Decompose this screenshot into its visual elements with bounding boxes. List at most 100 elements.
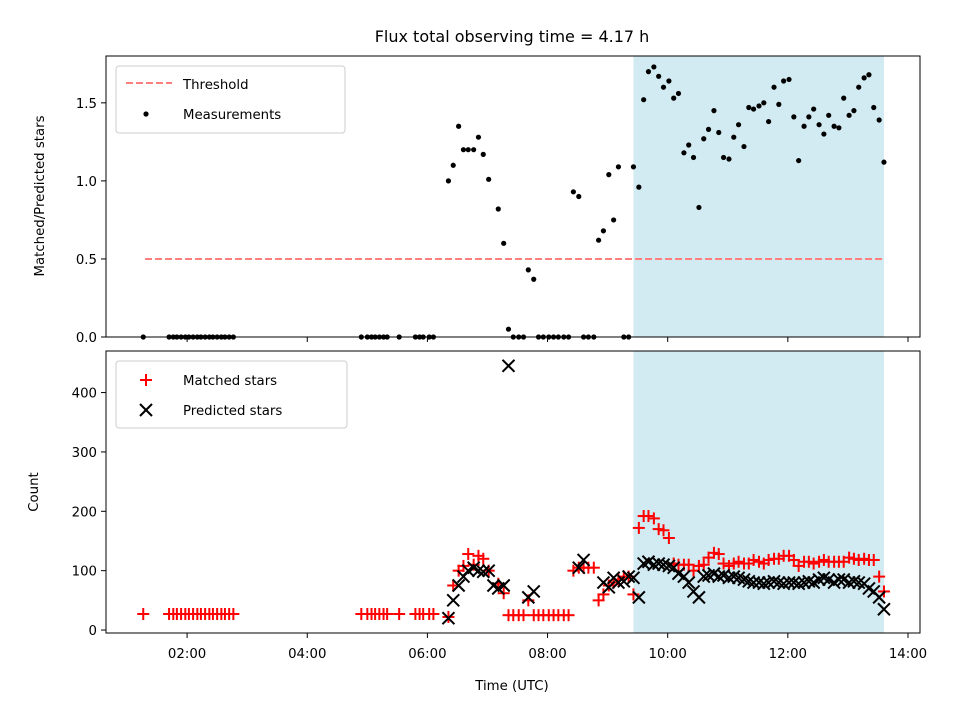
- measurement-point: [776, 101, 782, 107]
- matched-point: [712, 548, 725, 561]
- measurement-point: [756, 103, 762, 109]
- matched-point: [393, 608, 406, 621]
- measurement-point: [716, 129, 722, 136]
- x-axis-label: Time (UTC): [474, 679, 549, 694]
- measurement-point: [651, 64, 657, 70]
- y-tick-label: 0: [89, 624, 97, 639]
- y-tick-label: 0.5: [76, 253, 97, 268]
- predicted-point: [632, 590, 646, 605]
- predicted-point: [572, 560, 586, 575]
- measurement-point: [711, 108, 717, 114]
- predicted-point: [441, 611, 456, 625]
- measurement-point: [475, 134, 482, 140]
- measurement-point: [856, 84, 862, 90]
- y-tick-label: 400: [72, 387, 97, 402]
- predicted-point: [722, 571, 736, 585]
- measurement-point: [876, 117, 882, 123]
- measurement-point: [866, 72, 872, 78]
- measurement-point: [881, 159, 887, 165]
- measurement-point: [611, 217, 617, 223]
- predicted-point: [602, 580, 616, 594]
- matched-point: [597, 588, 610, 601]
- predicted-point: [697, 569, 711, 584]
- predicted-point: [872, 590, 886, 605]
- predicted-point: [527, 584, 541, 599]
- predicted-point: [621, 569, 636, 584]
- measurement-point: [731, 134, 737, 140]
- matched-points: [137, 510, 890, 623]
- measurement-point: [826, 112, 832, 118]
- predicted-point: [877, 602, 891, 616]
- measurement-point: [495, 206, 501, 212]
- top-highlight-span: [633, 56, 884, 337]
- matched-point: [587, 561, 600, 574]
- measurement-point: [781, 78, 787, 84]
- x-tick-label: 02:00: [168, 647, 206, 662]
- predicted-point: [832, 572, 846, 587]
- top-y-ticks: 0.0 0.5 1.0 1.5: [76, 97, 106, 346]
- matched-point: [227, 608, 240, 621]
- measurement-point: [480, 151, 486, 157]
- bottom-legend: Matched stars Predicted stars: [115, 360, 348, 429]
- matched-point: [717, 557, 730, 570]
- predicted-point: [451, 578, 466, 593]
- measurement-point: [801, 123, 807, 129]
- measurement-point: [675, 90, 682, 97]
- matched-point: [627, 588, 640, 601]
- predicted-point: [647, 558, 661, 572]
- predicted-point: [626, 571, 641, 585]
- matched-point: [747, 553, 760, 566]
- matched-point: [642, 510, 655, 523]
- measurement-point: [761, 100, 767, 106]
- measurement-point: [660, 84, 667, 90]
- measurement-point: [836, 125, 842, 131]
- measurement-point: [726, 156, 732, 162]
- bottom-highlight-span: [633, 351, 884, 633]
- y-tick-label: 1.0: [76, 175, 97, 190]
- measurement-point: [671, 95, 677, 101]
- y-tick-label: 100: [72, 565, 97, 580]
- predicted-point: [752, 575, 766, 590]
- measurement-point: [456, 123, 462, 129]
- top-legend-box: [115, 65, 346, 134]
- measurement-point: [786, 76, 792, 83]
- measurement-point: [821, 131, 827, 137]
- x-tick-label: 04:00: [288, 647, 326, 662]
- matched-point: [567, 564, 580, 577]
- matched-point: [762, 553, 775, 566]
- measurement-point: [630, 164, 637, 170]
- predicted-point: [682, 575, 696, 590]
- legend-matched-label: Matched stars: [183, 374, 277, 389]
- measurement-point: [450, 162, 456, 168]
- predicted-points: [441, 359, 891, 625]
- measurement-point: [531, 276, 537, 282]
- matched-point: [732, 555, 745, 568]
- legend-matched-swatch: [140, 374, 152, 386]
- measurement-point: [831, 123, 837, 129]
- measurement-point: [471, 147, 477, 153]
- predicted-point: [501, 359, 516, 373]
- measurement-point: [811, 106, 817, 112]
- measurement-point: [690, 154, 697, 161]
- y-tick-label: 200: [72, 505, 97, 520]
- measurement-point: [791, 114, 797, 120]
- measurement-point: [681, 150, 687, 156]
- y-tick-label: 0.0: [76, 331, 97, 346]
- measurement-point: [701, 136, 707, 142]
- measurement-point: [741, 143, 747, 150]
- predicted-point: [481, 563, 496, 578]
- measurement-point: [606, 172, 612, 178]
- measurement-point: [576, 193, 582, 200]
- measurement-point: [735, 122, 742, 128]
- legend-predicted-label: Predicted stars: [183, 404, 282, 419]
- matched-point: [632, 521, 645, 534]
- matched-point: [662, 532, 675, 545]
- x-tick-label: 06:00: [408, 647, 446, 662]
- top-x-ticks: [186, 337, 909, 342]
- top-plot-frame: [105, 55, 921, 338]
- matched-point: [517, 609, 530, 622]
- measurement-point: [636, 184, 642, 190]
- measurement-point: [851, 108, 857, 114]
- x-tick-label: 14:00: [889, 647, 927, 662]
- top-y-axis-label: Matched/Predicted stars: [33, 115, 48, 276]
